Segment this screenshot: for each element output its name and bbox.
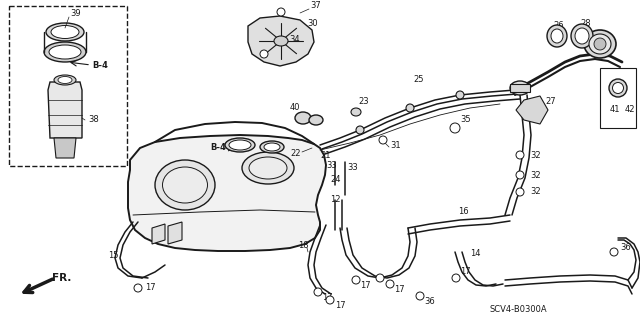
Text: 33: 33 <box>326 160 337 169</box>
Ellipse shape <box>452 274 460 282</box>
Ellipse shape <box>609 79 627 97</box>
Text: 35: 35 <box>460 115 470 124</box>
Ellipse shape <box>589 34 611 54</box>
Text: 17: 17 <box>322 293 333 302</box>
Text: 36: 36 <box>424 298 435 307</box>
Ellipse shape <box>510 81 530 95</box>
Text: 15: 15 <box>108 250 118 259</box>
Ellipse shape <box>376 274 384 282</box>
Ellipse shape <box>516 151 524 159</box>
Ellipse shape <box>351 108 361 116</box>
Ellipse shape <box>352 276 360 284</box>
Text: 30: 30 <box>307 19 317 28</box>
Text: 32: 32 <box>530 188 541 197</box>
Text: 32: 32 <box>530 151 541 160</box>
Text: B-4: B-4 <box>210 144 226 152</box>
Text: 24: 24 <box>330 175 340 184</box>
Text: SCV4-B0300A: SCV4-B0300A <box>490 306 548 315</box>
Ellipse shape <box>356 126 364 134</box>
Ellipse shape <box>571 24 593 48</box>
Ellipse shape <box>309 115 323 125</box>
Ellipse shape <box>547 25 567 47</box>
Text: 22: 22 <box>290 149 301 158</box>
Ellipse shape <box>416 292 424 300</box>
Text: 31: 31 <box>390 140 401 150</box>
Polygon shape <box>128 135 326 251</box>
Ellipse shape <box>406 104 414 112</box>
Ellipse shape <box>450 123 460 133</box>
Text: 14: 14 <box>470 249 481 258</box>
Ellipse shape <box>58 77 72 84</box>
Polygon shape <box>510 84 530 92</box>
Ellipse shape <box>274 36 288 46</box>
Text: 28: 28 <box>580 19 591 28</box>
Text: 23: 23 <box>358 98 369 107</box>
Bar <box>9 6 127 166</box>
Ellipse shape <box>516 188 524 196</box>
Text: 36: 36 <box>620 243 631 253</box>
Ellipse shape <box>551 29 563 43</box>
Polygon shape <box>168 222 182 244</box>
Ellipse shape <box>225 138 255 152</box>
Ellipse shape <box>584 30 616 58</box>
Text: 32: 32 <box>530 170 541 180</box>
Polygon shape <box>54 138 76 158</box>
Text: B-4: B-4 <box>92 61 108 70</box>
Text: 42: 42 <box>625 106 636 115</box>
Ellipse shape <box>229 140 251 150</box>
Ellipse shape <box>249 157 287 179</box>
Ellipse shape <box>155 160 215 210</box>
Text: 17: 17 <box>460 268 470 277</box>
Ellipse shape <box>44 42 86 62</box>
Ellipse shape <box>326 296 334 304</box>
Text: 17: 17 <box>145 284 156 293</box>
Ellipse shape <box>516 171 524 179</box>
Text: 26: 26 <box>553 21 564 31</box>
Ellipse shape <box>386 280 394 288</box>
Text: FR.: FR. <box>52 273 72 283</box>
Ellipse shape <box>594 38 606 50</box>
Text: 21: 21 <box>320 151 330 160</box>
Ellipse shape <box>456 91 464 99</box>
Ellipse shape <box>277 8 285 16</box>
Text: 17: 17 <box>394 286 404 294</box>
Ellipse shape <box>575 28 589 44</box>
Text: 41: 41 <box>610 106 621 115</box>
Text: 18: 18 <box>298 241 308 249</box>
Text: 17: 17 <box>360 281 371 291</box>
Text: 40: 40 <box>290 103 301 113</box>
Polygon shape <box>152 224 165 244</box>
Ellipse shape <box>260 50 268 58</box>
Polygon shape <box>48 82 82 138</box>
Ellipse shape <box>163 167 207 203</box>
Bar <box>600 68 636 128</box>
Ellipse shape <box>612 83 623 93</box>
Text: 34: 34 <box>289 35 300 44</box>
Ellipse shape <box>54 75 76 85</box>
Ellipse shape <box>264 143 280 151</box>
Ellipse shape <box>610 248 618 256</box>
Text: 25: 25 <box>413 76 424 85</box>
Ellipse shape <box>242 152 294 184</box>
Text: 39: 39 <box>70 10 81 19</box>
Text: 16: 16 <box>458 207 468 217</box>
Ellipse shape <box>260 141 284 153</box>
Text: 17: 17 <box>335 301 346 310</box>
Ellipse shape <box>46 23 84 41</box>
Text: 27: 27 <box>545 98 556 107</box>
Ellipse shape <box>49 45 81 59</box>
Ellipse shape <box>134 284 142 292</box>
Ellipse shape <box>295 112 311 124</box>
Ellipse shape <box>314 288 322 296</box>
Ellipse shape <box>379 136 387 144</box>
Polygon shape <box>248 16 314 66</box>
Text: 12: 12 <box>330 196 340 204</box>
Polygon shape <box>516 96 548 124</box>
Ellipse shape <box>51 26 79 39</box>
Text: 38: 38 <box>88 115 99 124</box>
Text: 33: 33 <box>347 164 358 173</box>
Text: 37: 37 <box>310 2 321 11</box>
